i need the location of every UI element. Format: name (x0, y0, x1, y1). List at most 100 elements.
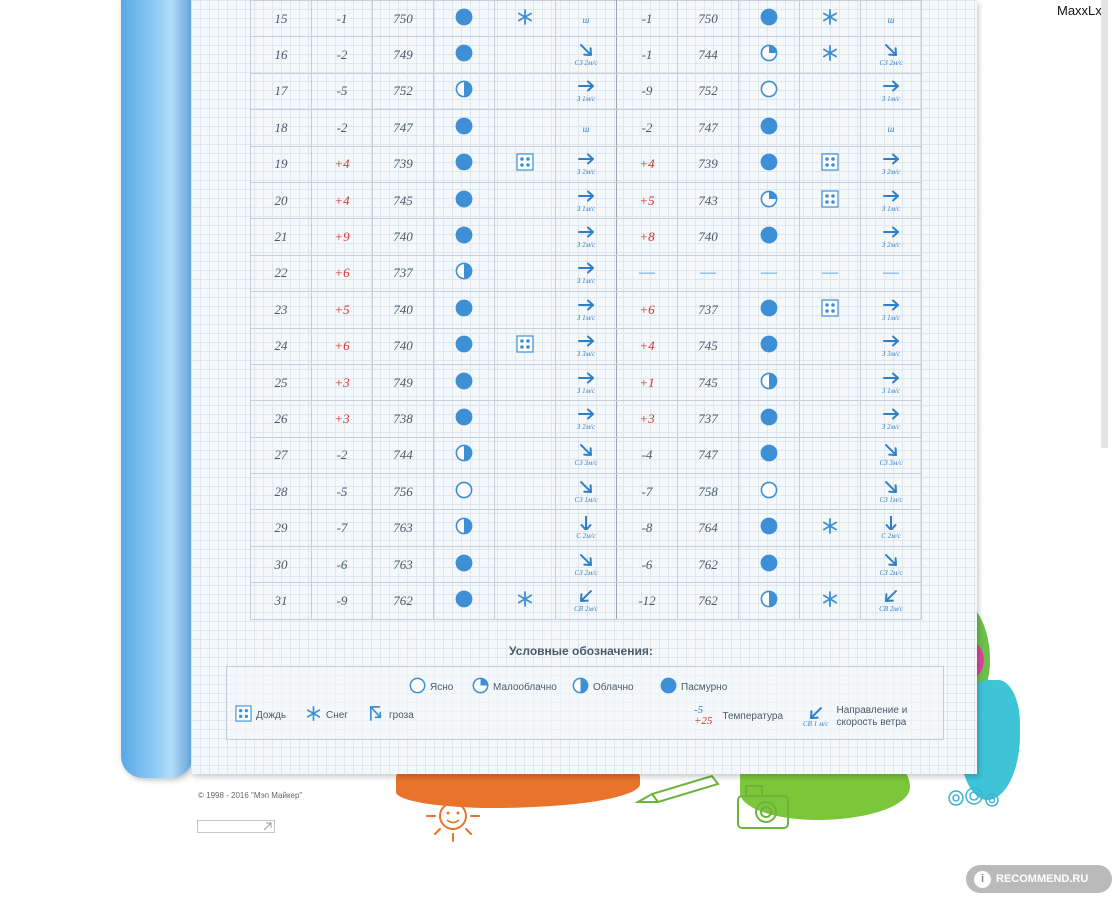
legend-partly-label: Малооблачно (493, 681, 557, 693)
day-cloudiness-cell (433, 254, 495, 293)
evening-precipitation-cell (799, 36, 861, 74)
legend-wind-sample-label: СВ 1 м/с (803, 720, 829, 728)
snow-icon (821, 590, 839, 612)
day-pressure-cell: 749 (372, 363, 434, 402)
overcast-icon (760, 299, 778, 321)
legend-snow: Снег (305, 705, 348, 725)
evening-precipitation-cell (799, 181, 861, 220)
evening-precipitation-cell (799, 473, 861, 511)
cloudy-icon (760, 590, 778, 612)
evening-precipitation-cell (799, 291, 861, 329)
legend-cloudy: Облачно (572, 677, 634, 697)
day-temperature-cell: -2 (311, 436, 373, 475)
day-cloudiness-cell (433, 436, 495, 475)
table-row: 17 -5 752 З 1м/с -9 752 З 1м/с (250, 72, 922, 111)
cloudy-icon (455, 262, 473, 284)
wind-indicator: СЗ 2м/с (575, 43, 597, 67)
wind-speed-label: СЗ 3м/с (574, 459, 598, 468)
overcast-icon (760, 408, 778, 430)
wind-indicator: З 2м/с (881, 407, 901, 431)
day-cloudiness-cell (433, 109, 495, 147)
overcast-icon (455, 190, 473, 212)
wind-indicator: СЗ 3м/с (574, 443, 598, 468)
legend-temp-negative: -5 (694, 704, 704, 716)
day-wind-cell: З 2м/с (555, 218, 617, 256)
thunderstorm-icon (368, 705, 385, 725)
scrollbar-thumb[interactable] (1101, 0, 1108, 448)
day-cell: 18 (250, 109, 312, 147)
overcast-icon (455, 153, 473, 175)
weather-diary-table: 15 -1 750 ш -1 750 ш 16 -2 749 СЗ 2м/с -1 744 СЗ 2м/с… (250, 0, 922, 620)
evening-pressure-cell: 737 (677, 400, 739, 438)
evening-pressure-cell: 739 (677, 145, 739, 183)
overcast-icon (455, 372, 473, 394)
wind-calm-label: ш (887, 123, 895, 134)
day-wind-cell: З 1м/с (555, 363, 617, 402)
evening-pressure-cell: 737 (677, 291, 739, 329)
rain-icon (516, 335, 534, 357)
day-pressure-cell: 763 (372, 545, 434, 584)
day-temperature-cell: -5 (311, 473, 373, 511)
day-pressure-cell: 762 (372, 582, 434, 620)
wind-speed-label: СЗ 2м/с (574, 568, 598, 577)
overcast-icon (455, 590, 473, 612)
wind-arrow-icon (576, 515, 596, 532)
cloudy-icon (572, 677, 589, 697)
evening-wind-cell: З 3м/с (860, 327, 922, 365)
evening-pressure-cell: — (677, 254, 739, 293)
wind-arrow-icon (576, 371, 596, 387)
cloudy-icon (455, 517, 473, 539)
day-cell: 24 (250, 327, 312, 365)
wind-speed-label: З 2м/с (576, 168, 596, 177)
wind-arrow-icon (881, 225, 901, 241)
evening-wind-cell: СЗ 3м/с (860, 436, 922, 475)
table-row: 16 -2 749 СЗ 2м/с -1 744 СЗ 2м/с (250, 36, 922, 74)
wind-indicator: З 1м/с (576, 261, 596, 285)
wind-indicator: СЗ 2м/с (574, 553, 598, 577)
evening-pressure-cell: 740 (677, 218, 739, 256)
day-cell: 15 (250, 0, 312, 38)
wind-arrow-icon (881, 589, 901, 605)
day-temperature-cell: +9 (311, 218, 373, 256)
day-wind-cell: СЗ 2м/с (555, 36, 617, 74)
camera-doodle-icon (737, 785, 789, 829)
table-row: 29 -7 763 С 2м/с -8 764 С 2м/с (250, 509, 922, 547)
evening-cloudiness-cell (738, 145, 800, 183)
evening-cloudiness-cell (738, 327, 800, 365)
table-row: 15 -1 750 ш -1 750 ш (250, 0, 922, 38)
evening-temperature-cell: +6 (616, 291, 678, 329)
day-cloudiness-cell (433, 36, 495, 74)
wind-indicator: З 1м/с (881, 371, 901, 395)
evening-precipitation-cell (799, 218, 861, 256)
day-cloudiness-cell (433, 327, 495, 365)
evening-precipitation-cell (799, 509, 861, 547)
overcast-icon (760, 226, 778, 248)
day-precipitation-cell (494, 36, 556, 74)
swirl-doodle-icon (948, 787, 999, 807)
day-cloudiness-cell (433, 0, 495, 38)
day-pressure-cell: 756 (372, 473, 434, 511)
day-cloudiness-cell (433, 218, 495, 256)
evening-cloudiness-cell (738, 181, 800, 220)
day-temperature-cell: +4 (311, 145, 373, 183)
wind-speed-label: З 1м/с (576, 204, 596, 213)
wind-arrow-icon (881, 79, 901, 95)
wind-speed-label: СВ 2м/с (879, 604, 903, 613)
day-cell: 31 (250, 582, 312, 620)
day-temperature-cell: -2 (311, 109, 373, 147)
evening-wind-cell: З 2м/с (860, 218, 922, 256)
overcast-icon (760, 117, 778, 139)
username: MaxxLxx (1057, 3, 1109, 18)
wind-arrow-icon (576, 553, 596, 569)
footer-link-box[interactable] (197, 820, 275, 833)
day-precipitation-cell (494, 400, 556, 438)
table-row: 28 -5 756 СЗ 1м/с -7 758 СЗ 1м/с (250, 473, 922, 511)
day-precipitation-cell (494, 473, 556, 511)
wind-indicator: СВ 2м/с (879, 589, 903, 613)
wind-indicator: С 2м/с (881, 515, 901, 540)
legend-temp-label: Температура (722, 710, 784, 722)
evening-wind-cell: СЗ 2м/с (860, 545, 922, 584)
evening-wind-cell: С 2м/с (860, 509, 922, 547)
day-cell: 27 (250, 436, 312, 475)
rain-icon (516, 153, 534, 175)
